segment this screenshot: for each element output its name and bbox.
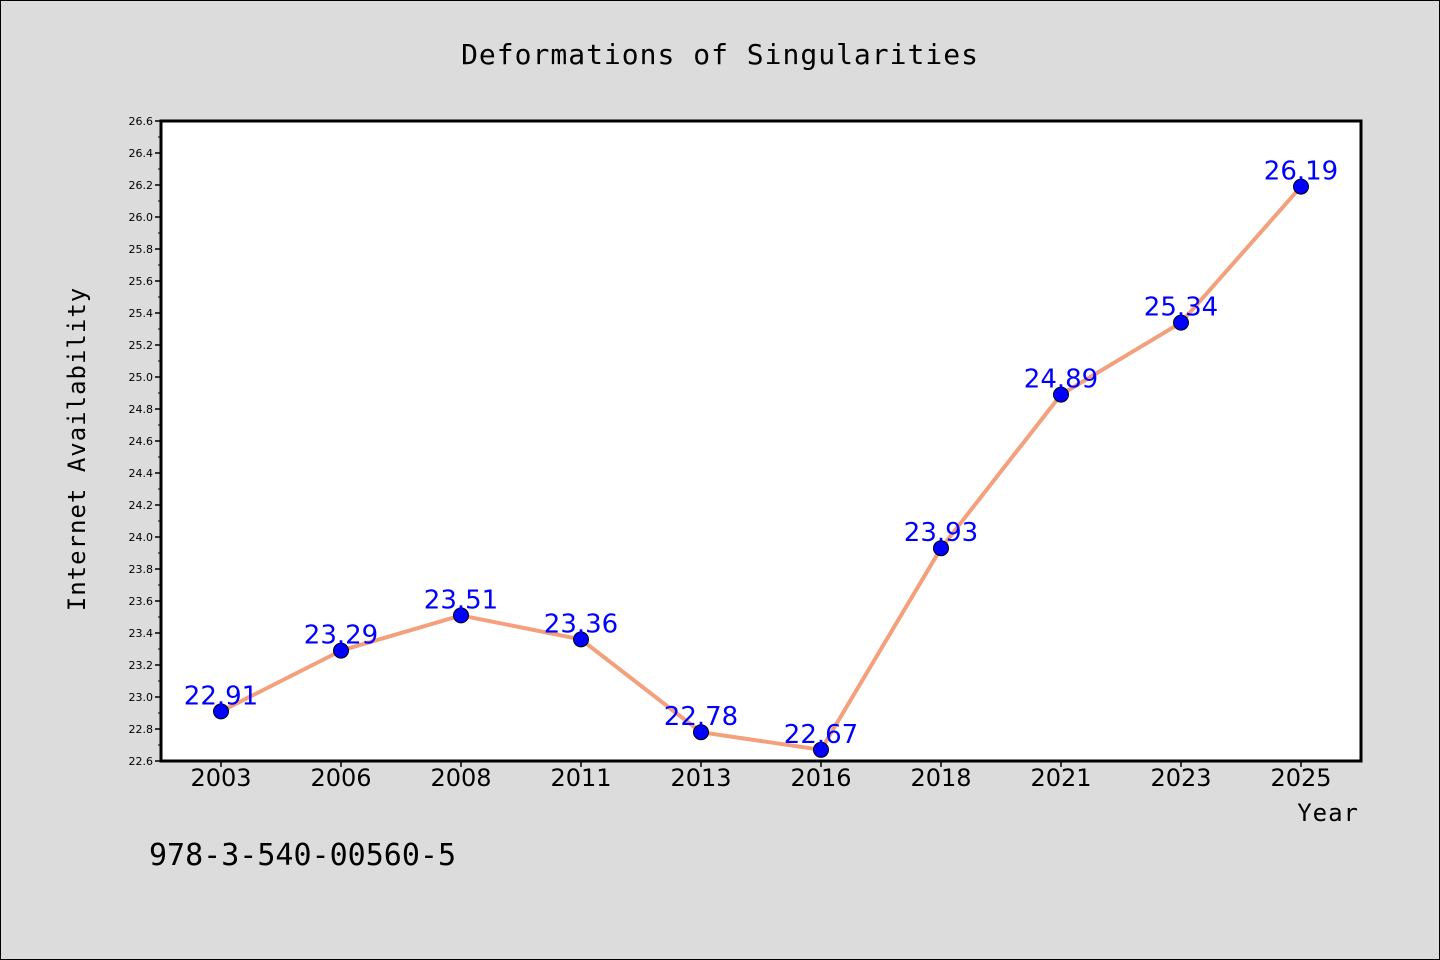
y-tick-label: 24.6: [129, 435, 154, 448]
y-tick-label: 23.4: [129, 627, 154, 640]
x-tick-label: 2018: [910, 764, 971, 792]
data-point: [1293, 178, 1309, 195]
y-tick-label: 23.6: [129, 595, 154, 608]
y-tick-label: 25.0: [129, 371, 154, 384]
y-tick-label: 26.6: [129, 115, 154, 128]
x-tick-label: 2008: [430, 764, 491, 792]
y-tick-label: 25.2: [129, 339, 154, 352]
data-label: 22.91: [184, 681, 258, 711]
data-point: [453, 607, 469, 624]
data-point: [813, 741, 829, 758]
x-axis-label: Year: [1297, 799, 1359, 827]
data-label: 22.67: [784, 720, 858, 750]
x-tick-label: 2011: [550, 764, 611, 792]
data-label: 25.34: [1144, 293, 1218, 323]
y-tick-label: 23.8: [129, 563, 154, 576]
y-tick-label: 25.6: [129, 275, 154, 288]
data-point: [693, 724, 709, 741]
data-label: 23.51: [424, 585, 498, 615]
data-label: 23.29: [304, 621, 378, 651]
y-tick-label: 24.0: [129, 531, 154, 544]
x-tick-label: 2013: [670, 764, 731, 792]
y-tick-label: 24.2: [129, 499, 154, 512]
y-tick-label: 23.0: [129, 691, 154, 704]
data-label: 22.78: [664, 702, 738, 732]
y-tick-label: 24.8: [129, 403, 154, 416]
x-tick-label: 2016: [790, 764, 851, 792]
data-point: [333, 642, 349, 659]
plot-frame: [159, 119, 1363, 763]
series-group: [213, 178, 1309, 758]
y-tick-label: 25.8: [129, 243, 154, 256]
data-label: 23.93: [904, 518, 978, 548]
y-tick-label: 26.4: [129, 147, 154, 160]
data-label: 24.89: [1024, 365, 1098, 395]
data-point: [1173, 314, 1189, 331]
x-tick-label: 2021: [1030, 764, 1091, 792]
x-tick-label: 2003: [190, 764, 251, 792]
chart-title: Deformations of Singularities: [461, 38, 979, 71]
y-axis-ticks: 22.6 22.8 23.0 23.2 23.4 23.6 23.8 24.0 24.2 24.4…: [129, 115, 161, 768]
y-tick-label: 26.2: [129, 179, 154, 192]
y-axis-label: Internet Availability: [63, 287, 91, 611]
series-line: [220, 185, 1303, 752]
y-tick-label: 24.4: [129, 467, 154, 480]
data-point: [213, 703, 229, 720]
data-point: [573, 631, 589, 648]
isbn-text: 978-3-540-00560-5: [149, 838, 456, 873]
y-tick-label: 22.8: [129, 723, 154, 736]
x-tick-label: 2006: [310, 764, 371, 792]
data-labels-group: 22.91 23.29 23.51 23.36 22.78 22.67 23.93 24.89…: [184, 157, 1338, 750]
y-tick-label: 22.6: [129, 755, 154, 768]
plot-area: [161, 121, 1361, 761]
x-tick-label: 2025: [1270, 764, 1331, 792]
y-tick-label: 26.0: [129, 211, 154, 224]
x-tick-label: 2023: [1150, 764, 1211, 792]
x-axis-ticks: 2003 2006 2008 2011 2013 2016 2018 2021 2023 2025: [190, 761, 1332, 792]
y-tick-label: 23.2: [129, 659, 154, 672]
data-point: [1053, 386, 1069, 403]
data-label: 23.36: [544, 609, 618, 639]
y-tick-label: 25.4: [129, 307, 154, 320]
data-label: 26.19: [1264, 157, 1338, 187]
data-point: [933, 540, 949, 557]
